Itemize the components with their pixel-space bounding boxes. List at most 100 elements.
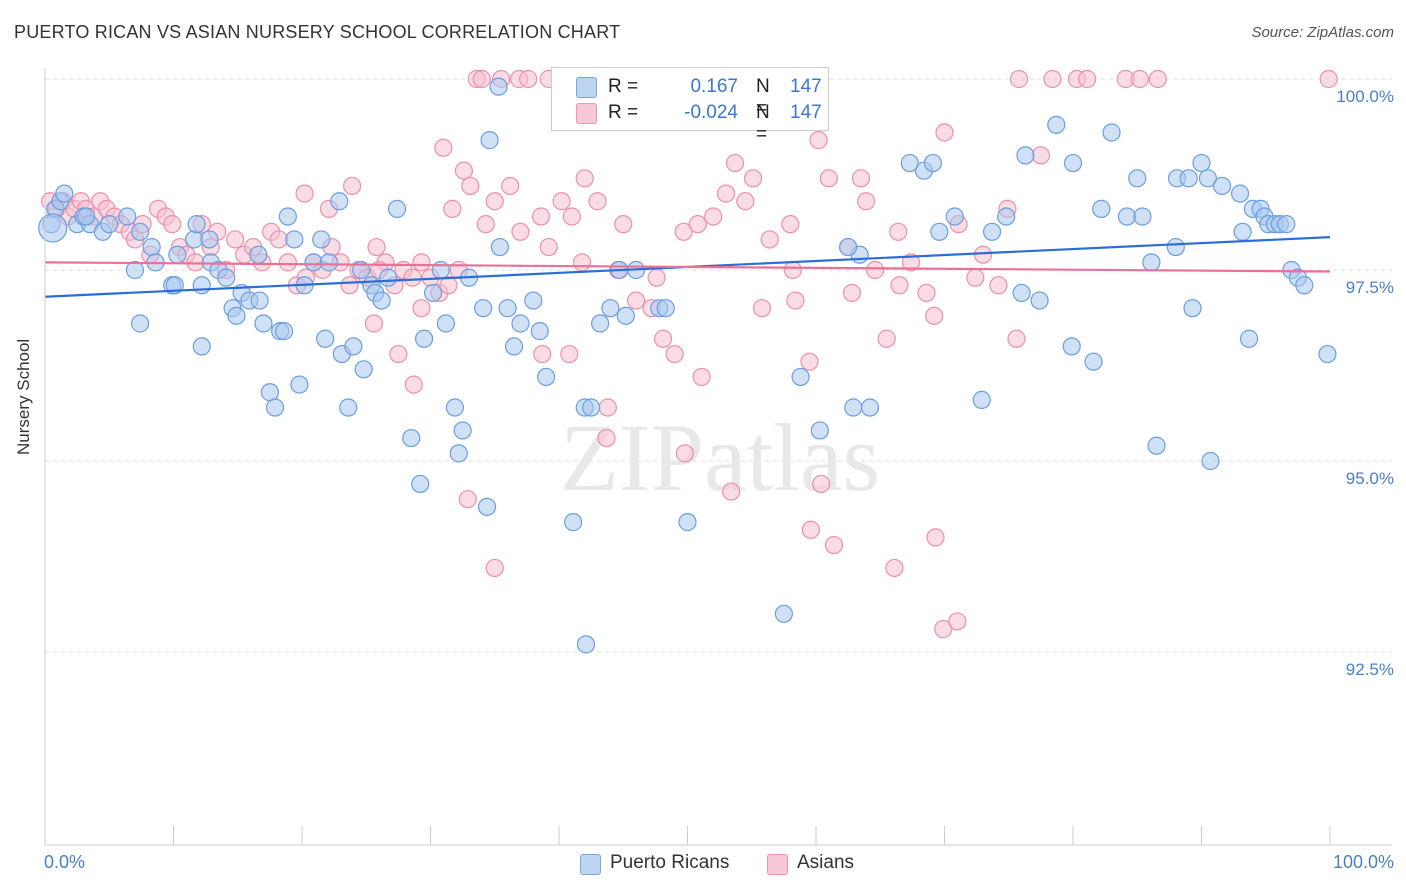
puerto-rican-point bbox=[125, 260, 145, 280]
asian-point bbox=[573, 253, 592, 272]
puerto-rican-point bbox=[1183, 299, 1202, 318]
asian-point bbox=[866, 260, 885, 280]
puerto-rican-point bbox=[387, 199, 407, 218]
puerto-rican-point bbox=[1233, 222, 1252, 241]
puerto-rican-point bbox=[1062, 337, 1081, 356]
asian-point bbox=[819, 169, 838, 188]
puerto-rican-point bbox=[100, 215, 119, 234]
asian-point bbox=[1007, 329, 1026, 348]
puerto-rican-point bbox=[530, 322, 549, 341]
n-label: N = bbox=[756, 76, 770, 119]
puerto-rican-point bbox=[489, 77, 508, 96]
asian-point bbox=[485, 192, 504, 211]
puerto-rican-point bbox=[1277, 215, 1296, 234]
puerto-rican-point bbox=[860, 398, 880, 417]
puerto-rican-point bbox=[378, 268, 398, 287]
legend-label: Puerto Ricans bbox=[610, 852, 730, 873]
asian-point bbox=[973, 245, 993, 264]
data-points bbox=[38, 69, 1338, 654]
asian-point bbox=[443, 199, 462, 218]
asian-point bbox=[1319, 69, 1338, 89]
puerto-rican-point bbox=[319, 253, 339, 272]
puerto-rican-point bbox=[582, 398, 601, 417]
r-label: R = bbox=[608, 76, 639, 97]
asian-point bbox=[343, 176, 362, 196]
puerto-rican-point bbox=[274, 322, 294, 341]
asian-point bbox=[890, 276, 909, 295]
asian-point bbox=[653, 329, 673, 348]
asian-point bbox=[704, 207, 723, 226]
asian-point bbox=[454, 161, 474, 180]
puerto-rican-point bbox=[1201, 451, 1220, 471]
puerto-rican-point bbox=[1179, 169, 1198, 188]
puerto-rican-point bbox=[591, 314, 610, 333]
puerto-rican-point bbox=[372, 291, 391, 310]
puerto-rican-point bbox=[1230, 184, 1250, 203]
asian-point bbox=[800, 352, 819, 371]
puerto-rican-point bbox=[997, 207, 1016, 226]
puerto-rican-point bbox=[77, 207, 96, 226]
puerto-rican-point bbox=[352, 260, 371, 280]
puerto-rican-point bbox=[1030, 291, 1049, 310]
asian-point bbox=[824, 535, 844, 555]
puerto-rican-point bbox=[453, 421, 472, 440]
asian-point bbox=[674, 222, 693, 241]
asian-point bbox=[665, 344, 684, 364]
puerto-rican-point bbox=[192, 276, 211, 295]
asian-point bbox=[966, 268, 985, 287]
puerto-rican-point bbox=[142, 237, 161, 257]
puerto-rican-point bbox=[1012, 283, 1031, 303]
puerto-rican-point bbox=[1084, 352, 1103, 371]
puerto-rican-point bbox=[436, 314, 456, 333]
asian-point bbox=[626, 291, 646, 310]
asian-point bbox=[783, 260, 802, 280]
puerto-rican-point bbox=[474, 299, 493, 318]
legend-swatch bbox=[580, 854, 601, 875]
puerto-rican-point bbox=[504, 337, 524, 356]
puerto-rican-point bbox=[616, 306, 635, 325]
puerto-rican-point bbox=[445, 398, 465, 417]
puerto-rican-point bbox=[285, 230, 304, 249]
puerto-rican-point bbox=[330, 192, 349, 211]
x-tick-label: 0.0% bbox=[44, 852, 86, 872]
gridlines bbox=[45, 78, 1392, 653]
asian-point bbox=[511, 222, 530, 241]
puerto-rican-point bbox=[982, 222, 1002, 241]
puerto-rican-point bbox=[498, 299, 517, 318]
puerto-rican-point bbox=[249, 245, 268, 264]
puerto-rican-point bbox=[187, 215, 206, 234]
asian-point bbox=[1009, 69, 1029, 89]
asian-point bbox=[367, 237, 386, 257]
asian-point bbox=[412, 299, 431, 318]
asian-point bbox=[552, 192, 571, 211]
asian-point bbox=[598, 398, 617, 417]
puerto-rican-point bbox=[1092, 199, 1111, 218]
puerto-rican-point bbox=[411, 474, 430, 494]
puerto-rican-point bbox=[511, 314, 530, 333]
asian-point bbox=[1043, 69, 1062, 89]
puerto-rican-point bbox=[55, 184, 74, 203]
puerto-rican-point bbox=[217, 268, 236, 287]
asian-point bbox=[736, 192, 755, 211]
puerto-rican-point bbox=[312, 230, 331, 249]
puerto-rican-point bbox=[1117, 207, 1137, 226]
legend-swatch bbox=[767, 854, 788, 875]
puerto-rican-point bbox=[344, 337, 363, 356]
x-tick-label: 100.0% bbox=[1332, 852, 1394, 872]
legend-swatch bbox=[576, 103, 597, 124]
puerto-rican-point bbox=[923, 153, 943, 173]
puerto-rican-point bbox=[130, 222, 150, 241]
asian-point bbox=[809, 131, 828, 150]
puerto-rican-point bbox=[1192, 153, 1211, 173]
y-axis-label: Nursery School bbox=[14, 338, 33, 455]
puerto-rican-point bbox=[564, 513, 583, 532]
puerto-rican-point bbox=[1142, 253, 1161, 272]
asian-point bbox=[725, 153, 745, 173]
asian-point bbox=[889, 222, 908, 241]
legend-label: Asians bbox=[797, 852, 855, 873]
puerto-rican-point bbox=[339, 398, 358, 417]
asian-point bbox=[688, 215, 707, 234]
puerto-rican-point bbox=[1128, 169, 1147, 188]
puerto-rican-point bbox=[930, 222, 949, 241]
